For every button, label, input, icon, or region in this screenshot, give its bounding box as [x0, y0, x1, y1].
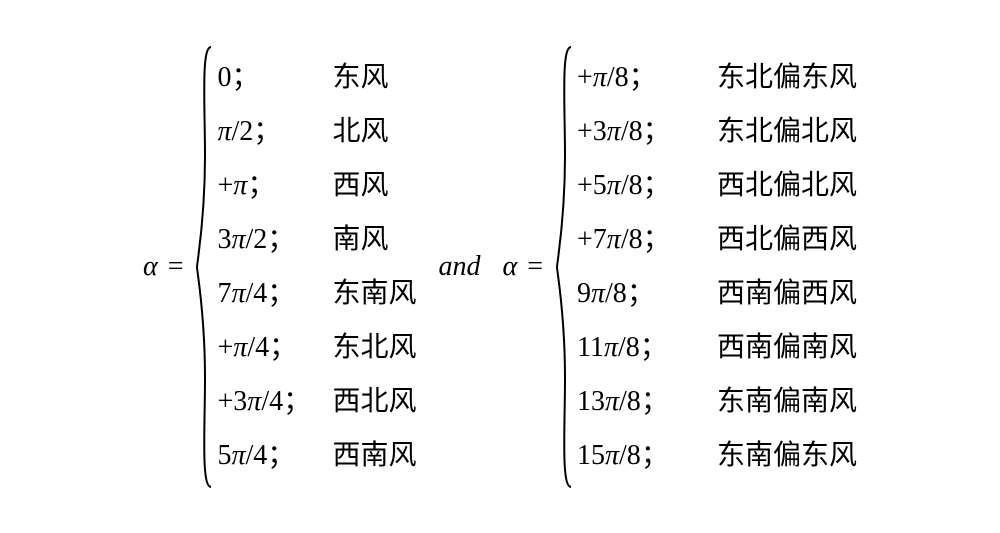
case-label: 西南风 [332, 429, 416, 483]
case-label: 北风 [332, 105, 388, 159]
case-label: 东北偏北风 [717, 105, 857, 159]
right-cases: +π/8；东北偏东风+3π/8；东北偏北风+5π/8；西北偏北风+7π/8；西北… [573, 45, 857, 489]
equals-sign: = [527, 251, 549, 283]
case-value: +7π/8； [577, 213, 717, 267]
case-row: 5π/4；西南风 [217, 429, 416, 483]
case-label: 西北偏西风 [717, 213, 857, 267]
left-cases-block: 0；东风π/2；北风+π；西风3π/2；南风7π/4；东南风+π/4；东北风+3… [195, 45, 416, 489]
equals-sign: = [168, 251, 190, 283]
case-label: 东南风 [332, 267, 416, 321]
case-label: 东北偏东风 [717, 51, 857, 105]
right-cases-block: +π/8；东北偏东风+3π/8；东北偏北风+5π/8；西北偏北风+7π/8；西北… [555, 45, 857, 489]
equation-container: α = 0；东风π/2；北风+π；西风3π/2；南风7π/4；东南风+π/4；东… [143, 45, 857, 489]
case-value: 9π/8； [577, 267, 717, 321]
case-row: +π/4；东北风 [217, 321, 416, 375]
case-value: 3π/2； [217, 213, 332, 267]
case-row: 3π/2；南风 [217, 213, 416, 267]
case-label: 西南偏西风 [717, 267, 857, 321]
and-word: and [417, 251, 503, 283]
left-brace-icon [195, 45, 213, 489]
alpha-symbol: α [503, 251, 528, 283]
case-row: 13π/8；东南偏南风 [577, 375, 857, 429]
case-row: 7π/4；东南风 [217, 267, 416, 321]
case-value: 15π/8； [577, 429, 717, 483]
case-row: +3π/4；西北风 [217, 375, 416, 429]
case-value: π/2； [217, 105, 332, 159]
case-row: +π/8；东北偏东风 [577, 51, 857, 105]
case-value: 13π/8； [577, 375, 717, 429]
case-row: 11π/8；西南偏南风 [577, 321, 857, 375]
case-row: +5π/8；西北偏北风 [577, 159, 857, 213]
case-label: 南风 [332, 213, 388, 267]
case-value: 5π/4； [217, 429, 332, 483]
case-label: 西北风 [332, 375, 416, 429]
case-row: +3π/8；东北偏北风 [577, 105, 857, 159]
case-value: +3π/8； [577, 105, 717, 159]
case-value: 7π/4； [217, 267, 332, 321]
case-label: 东风 [332, 51, 388, 105]
case-value: +π/8； [577, 51, 717, 105]
left-cases: 0；东风π/2；北风+π；西风3π/2；南风7π/4；东南风+π/4；东北风+3… [213, 45, 416, 489]
alpha-equals-left: α = [143, 251, 190, 283]
case-value: 11π/8； [577, 321, 717, 375]
case-label: 东北风 [332, 321, 416, 375]
case-value: +3π/4； [217, 375, 332, 429]
case-value: +5π/8； [577, 159, 717, 213]
case-row: +7π/8；西北偏西风 [577, 213, 857, 267]
case-row: 9π/8；西南偏西风 [577, 267, 857, 321]
case-label: 东南偏南风 [717, 375, 857, 429]
right-brace-icon [555, 45, 573, 489]
case-value: +π； [217, 159, 332, 213]
case-label: 西南偏南风 [717, 321, 857, 375]
case-row: 15π/8；东南偏东风 [577, 429, 857, 483]
alpha-symbol: α [143, 251, 168, 283]
case-value: 0； [217, 51, 332, 105]
case-label: 东南偏东风 [717, 429, 857, 483]
alpha-equals-right: α = [503, 251, 550, 283]
case-label: 西风 [332, 159, 388, 213]
case-row: 0；东风 [217, 51, 416, 105]
case-label: 西北偏北风 [717, 159, 857, 213]
case-row: +π；西风 [217, 159, 416, 213]
case-row: π/2；北风 [217, 105, 416, 159]
case-value: +π/4； [217, 321, 332, 375]
